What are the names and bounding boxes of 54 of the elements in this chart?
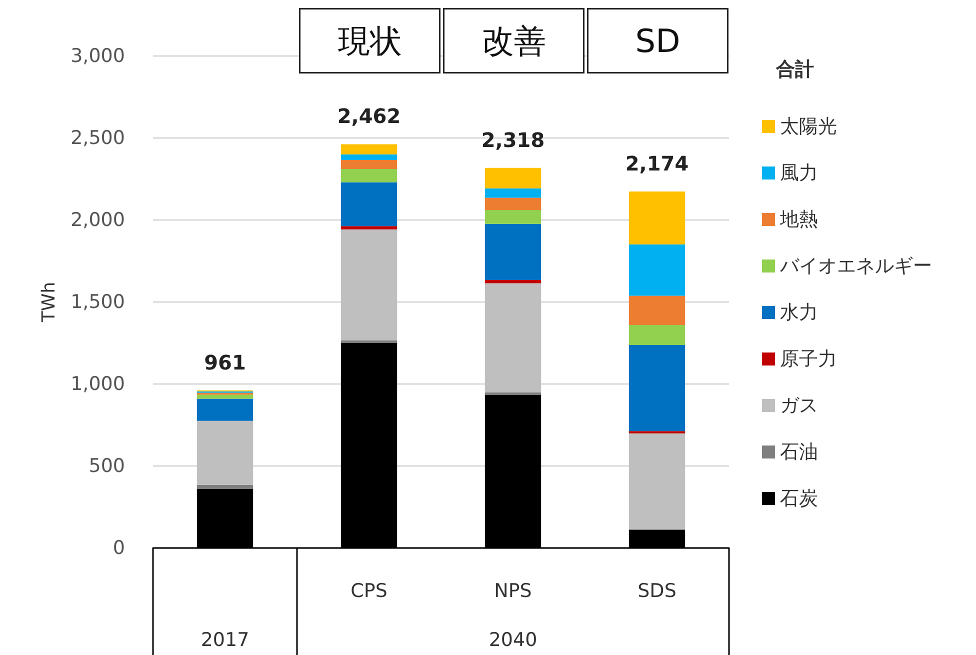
bar — [340, 182, 398, 226]
bar — [628, 433, 686, 530]
y-tick-label: 1,500 — [70, 291, 125, 313]
bar — [196, 420, 254, 485]
legend-label: 石炭 — [780, 488, 818, 510]
total-label: 2,462 — [337, 104, 401, 128]
bar — [340, 229, 398, 341]
legend-label: 原子力 — [780, 348, 837, 370]
y-tick-label: 3,000 — [70, 45, 125, 67]
bar — [484, 198, 542, 210]
text: 2017 — [200, 629, 250, 651]
bar — [484, 283, 542, 393]
bar — [484, 188, 542, 198]
bar — [340, 168, 398, 182]
bar — [484, 224, 542, 280]
y-axis-title: TWh — [38, 282, 60, 324]
total-label: 2,174 — [625, 151, 689, 176]
annotation: SD — [635, 22, 680, 60]
x-tick-label: NPS — [494, 580, 532, 602]
bar — [196, 394, 254, 399]
y-tick-label: 0 — [112, 537, 125, 559]
bar — [628, 324, 686, 345]
legend-label: 水力 — [780, 302, 818, 324]
bar — [484, 280, 542, 284]
bar — [196, 398, 254, 421]
legend-label: ガス — [780, 394, 818, 416]
bar — [628, 344, 686, 432]
legend-label: 石油 — [780, 441, 818, 463]
bar — [340, 144, 398, 154]
bar — [340, 154, 398, 160]
annotation: 現状 — [338, 22, 402, 60]
annotation: 改善 — [482, 22, 546, 60]
bar — [484, 168, 542, 188]
legend-label: 太陽光 — [780, 116, 837, 138]
total-label: 961 — [204, 350, 246, 374]
bar — [340, 160, 398, 169]
y-tick-label: 2,000 — [70, 209, 125, 231]
legend-label: バイオエネルギー — [779, 255, 932, 277]
bar — [196, 484, 254, 489]
bar — [628, 244, 686, 296]
legend-title: 合計 — [775, 58, 814, 80]
total-label: 2,318 — [481, 128, 545, 152]
x-tick-label: CPS — [350, 580, 388, 602]
text: 2040 — [488, 629, 538, 651]
y-tick-label: 2,500 — [70, 127, 125, 149]
bar — [628, 296, 686, 325]
legend-label: 風力 — [780, 162, 818, 184]
x-tick-label: SDS — [638, 580, 676, 602]
y-tick-label: 1,000 — [70, 373, 125, 395]
y-tick-label: 500 — [88, 455, 125, 477]
legend-label: 地熱 — [779, 208, 818, 230]
bar — [340, 226, 398, 230]
bar — [484, 210, 542, 224]
bar — [628, 191, 686, 244]
